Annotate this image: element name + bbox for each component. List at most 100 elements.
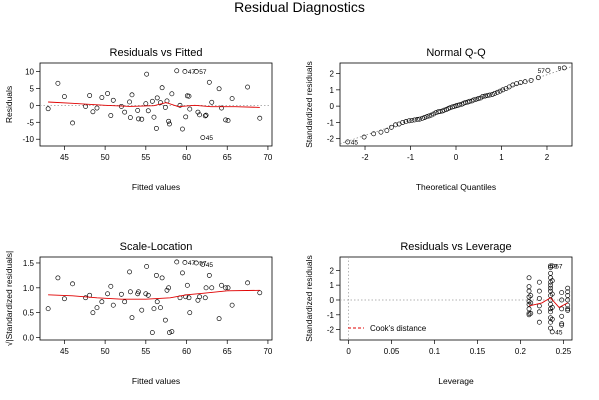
x-axis-label: Leverage [438,376,474,386]
data-point [177,102,183,108]
point-label: 57 [199,260,207,267]
data-point [127,269,132,275]
data-point [257,290,263,296]
data-point [90,109,96,115]
data-point [184,282,190,288]
data-point [489,91,495,97]
data-point [219,105,224,111]
y-axis-label: Standardized residuals [304,61,314,147]
cooks-distance-legend-text: Cook's distance [370,324,427,333]
data-point [565,289,571,295]
data-point [528,77,534,83]
data-point [536,303,542,309]
point-label: 9 [558,65,562,72]
x-tick-label: 65 [223,347,232,356]
data-point [549,291,555,297]
data-point [492,91,498,96]
data-point [536,288,542,294]
data-point [169,329,175,334]
data-point [136,289,141,295]
data-point [549,278,555,284]
normal-qq-panel: Normal Q-Q Theoretical Quantiles Standardi… [304,47,573,192]
data-point [186,93,192,99]
point-label: 57 [555,263,563,270]
data-point [506,84,512,90]
x-tick-label: 0.2 [515,347,527,356]
data-point [209,285,215,291]
data-point [166,285,172,291]
data-point [90,310,96,316]
data-point [70,120,75,126]
y-tick-label: 2 [330,70,335,79]
y-tick-label: 0.5 [23,309,35,318]
data-point [206,79,212,85]
y-tick-label: -2 [327,135,335,144]
data-point [187,310,193,316]
point-label: 47 [188,260,196,267]
data-point [518,80,524,85]
x-tick-label: -1 [407,153,415,162]
data-point [186,295,192,301]
x-tick-label: 0 [454,153,459,162]
data-point [206,272,212,278]
x-tick-label: 50 [101,347,110,356]
data-point [536,296,542,301]
data-point [200,135,206,140]
data-point [153,272,159,278]
data-point [559,290,565,295]
y-tick-label: -1 [327,118,335,127]
point-label: 45 [555,329,563,336]
data-point [153,125,159,131]
x-tick-label: 2 [545,153,550,162]
data-point [118,291,124,297]
data-point [549,329,555,335]
data-point [419,115,425,121]
data-point [182,69,188,74]
y-tick-label: 0 [330,102,335,111]
data-point [159,275,165,281]
data-point [361,134,367,140]
data-point [200,262,206,267]
data-point [83,295,89,301]
data-point [561,65,567,71]
plot-frame [39,62,273,147]
data-point [122,109,128,115]
data-point [414,117,420,122]
data-point [412,117,418,123]
data-point [457,102,463,108]
data-point [99,299,105,305]
data-point [144,71,150,77]
data-point [229,302,235,308]
x-tick-label: 50 [101,153,110,162]
data-point [169,91,175,97]
data-point [129,315,135,321]
x-tick-label: 60 [182,153,191,162]
data-point [45,306,51,312]
data-point [139,116,145,122]
data-point [162,104,168,110]
data-point [223,285,229,291]
data-point [110,302,116,308]
y-tick-label: -5 [27,118,35,127]
data-point [565,285,571,291]
y-axis-label: Standardized residuals [304,255,314,341]
panel-title: Residuals vs Fitted [110,47,203,59]
x-tick-label: 55 [141,347,150,356]
data-point [174,68,180,74]
data-point [45,106,51,112]
data-point [549,316,555,322]
data-point [193,260,199,266]
data-point [526,306,532,312]
y-tick-label: 10 [25,67,34,76]
data-point [202,113,208,119]
y-tick-label: 1.5 [23,259,35,268]
data-point [87,93,93,98]
data-point [548,270,553,276]
y-axis-label: Residuals [4,86,14,123]
data-point [475,96,481,102]
data-point [429,112,434,118]
x-tick-label: 70 [263,153,272,162]
data-point [378,129,384,135]
data-point [158,100,163,106]
data-point [180,126,185,132]
